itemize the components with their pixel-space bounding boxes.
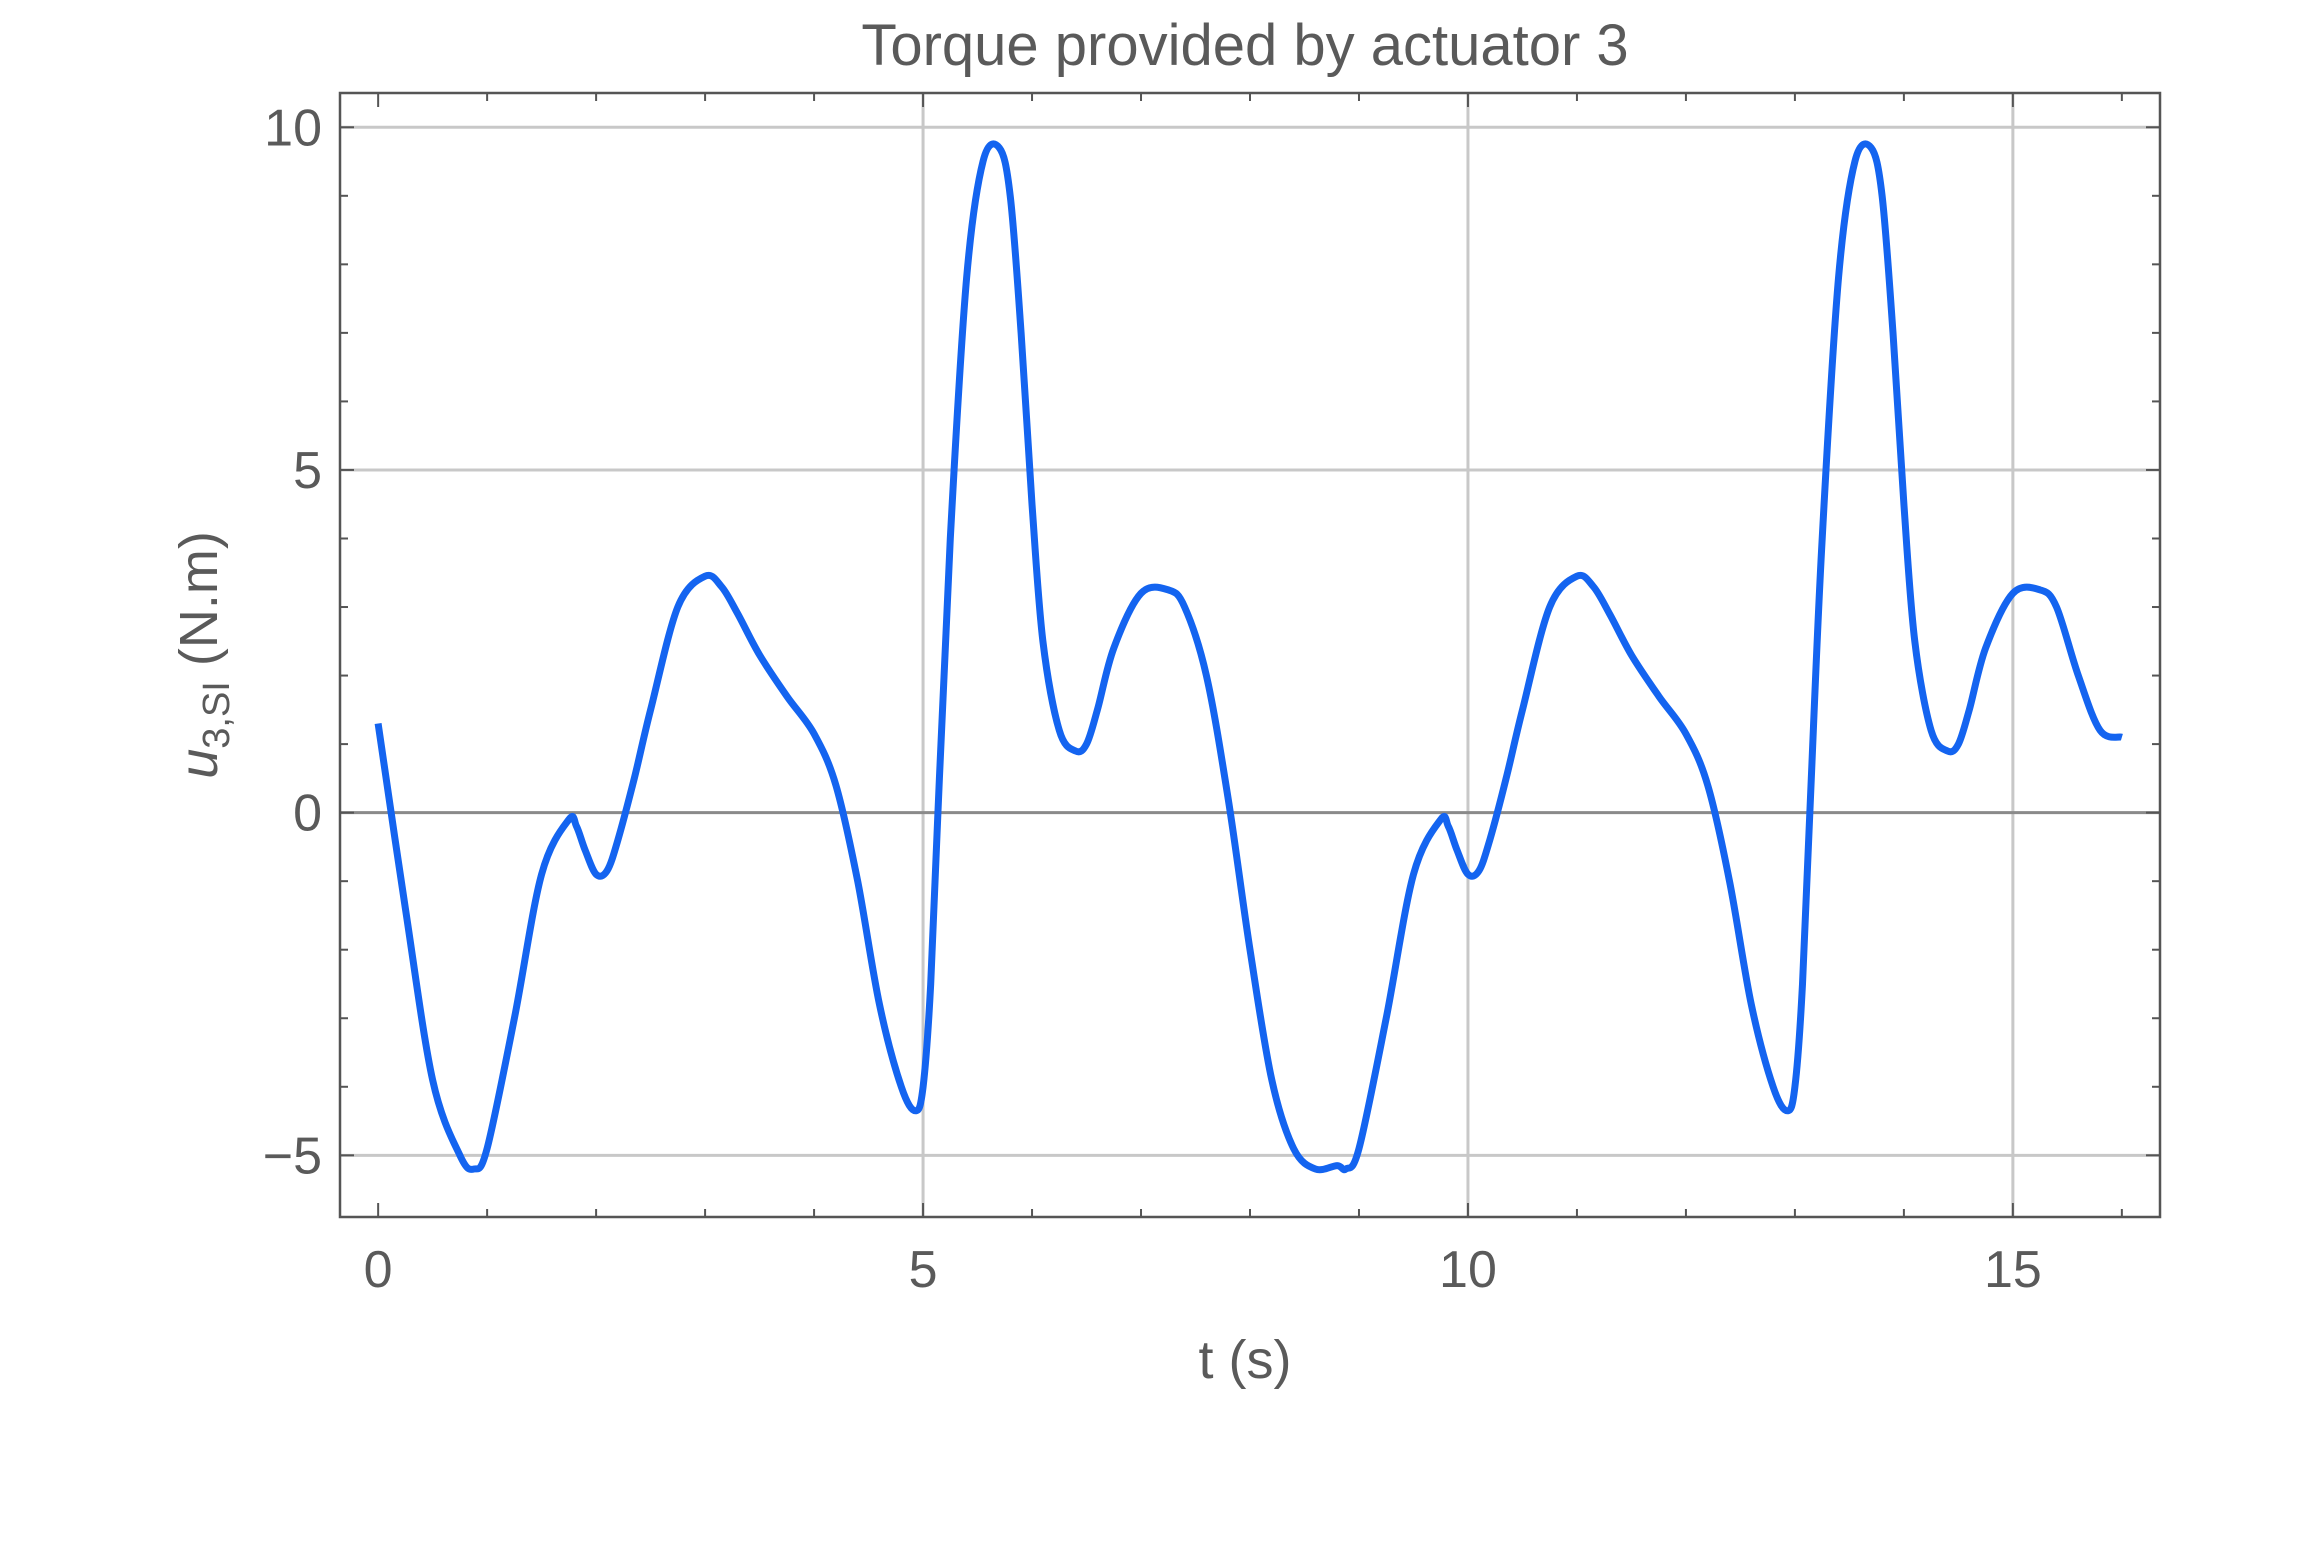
y-tick-labels: −5 0 5 10: [263, 99, 322, 1185]
x-tick-labels: 0 5 10 15: [364, 1241, 2042, 1299]
x-tick-label: 10: [1439, 1241, 1497, 1299]
minor-ticks: [340, 93, 2160, 1217]
plot-frame: [338, 91, 2162, 1219]
grid: [340, 93, 2160, 1217]
y-tick-label: 10: [264, 99, 322, 157]
y-axis-label-sub: 3,SI: [196, 681, 238, 749]
chart-title: Torque provided by actuator 3: [861, 13, 1628, 78]
y-axis-label-unit: (N.m): [169, 531, 229, 681]
y-tick-label: 0: [293, 785, 322, 843]
y-tick-label: 5: [293, 442, 322, 500]
y-tick-label: −5: [263, 1127, 322, 1185]
y-axis-label-main: u: [169, 749, 229, 779]
y-axis-label: u3,SI (N.m): [169, 531, 238, 779]
series: [374, 140, 2123, 1174]
x-tick-label: 5: [909, 1241, 938, 1299]
x-axis-label: t (s): [1199, 1330, 1292, 1390]
x-tick-label: 15: [1984, 1241, 2042, 1299]
x-tick-label: 0: [364, 1241, 393, 1299]
series-line: [374, 140, 2123, 1174]
